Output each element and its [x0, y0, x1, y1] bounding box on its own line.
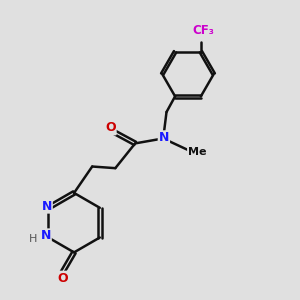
Text: CF₃: CF₃ [193, 24, 214, 38]
Text: O: O [105, 122, 116, 134]
Text: N: N [159, 131, 169, 144]
Text: Me: Me [188, 147, 206, 157]
Text: O: O [57, 272, 68, 285]
Text: H: H [29, 234, 38, 244]
Text: N: N [41, 200, 52, 213]
Text: N: N [40, 230, 51, 242]
